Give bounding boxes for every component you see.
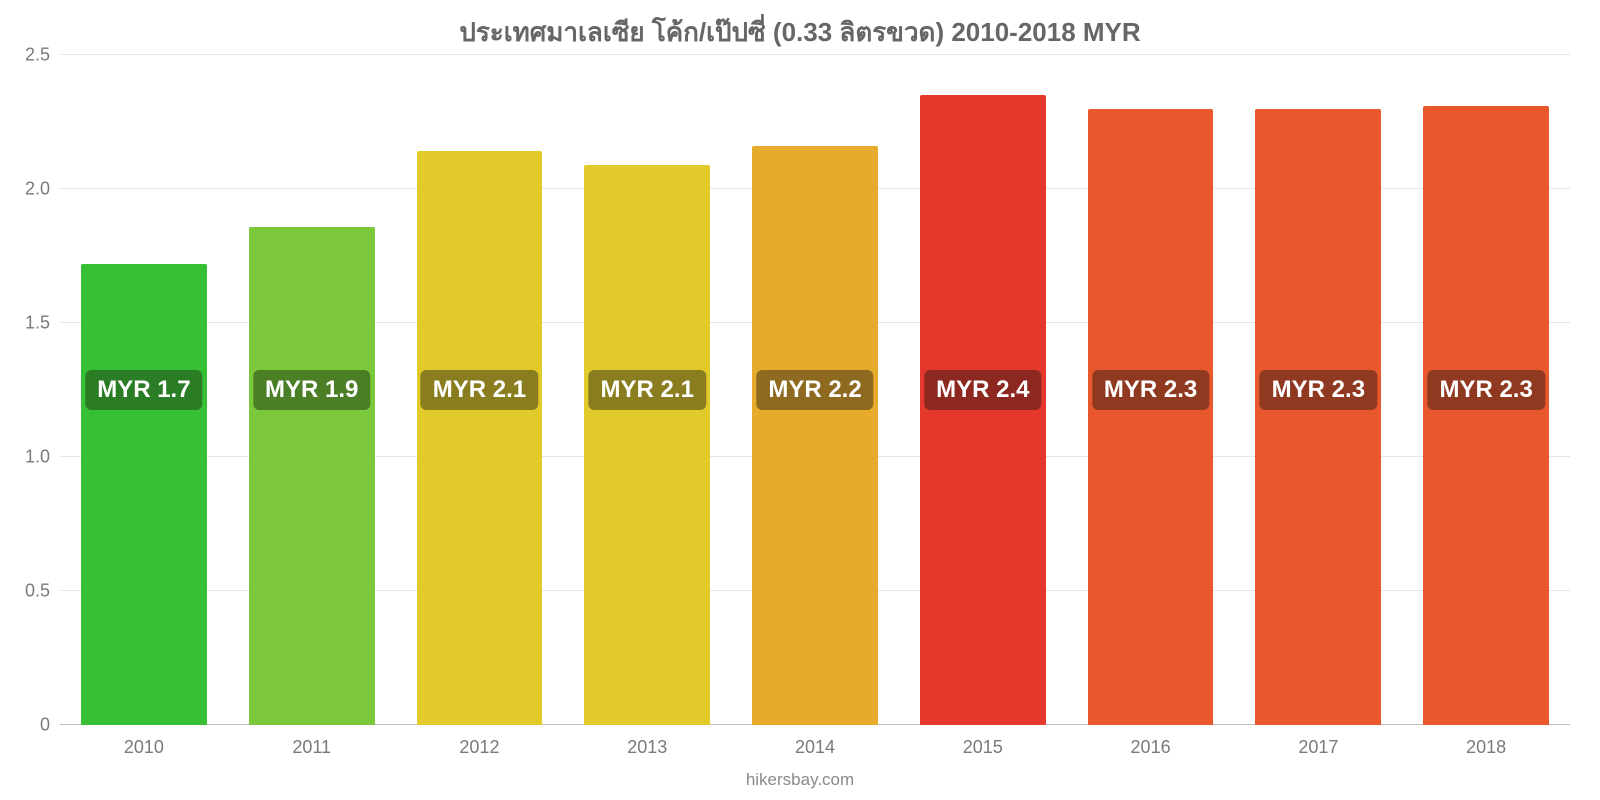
source-label: hikersbay.com [0, 770, 1600, 790]
x-tick-label: 2017 [1234, 737, 1402, 758]
bar [920, 95, 1046, 725]
y-tick-label: 1.5 [25, 313, 50, 334]
bar [1255, 109, 1381, 725]
bar-slot: MYR 1.7 [60, 55, 228, 725]
bar [584, 165, 710, 725]
y-tick-label: 1.0 [25, 447, 50, 468]
bar-slot: MYR 2.3 [1402, 55, 1570, 725]
bar-value-label: MYR 1.9 [253, 370, 370, 410]
x-axis-labels: 201020112012201320142015201620172018 [60, 737, 1570, 758]
bar-slot: MYR 2.2 [731, 55, 899, 725]
bar [1088, 109, 1214, 725]
bar-value-label: MYR 2.4 [924, 370, 1041, 410]
bar-value-label: MYR 2.2 [756, 370, 873, 410]
bar-slot: MYR 2.3 [1067, 55, 1235, 725]
bars-container: MYR 1.7 MYR 1.9 MYR 2.1 MYR 2.1 MYR 2.2 MYR 2… [60, 55, 1570, 725]
x-tick-label: 2016 [1067, 737, 1235, 758]
bar-slot: MYR 2.4 [899, 55, 1067, 725]
bar-value-label: MYR 2.1 [589, 370, 706, 410]
bar-value-label: MYR 2.3 [1092, 370, 1209, 410]
x-tick-label: 2012 [396, 737, 564, 758]
x-tick-label: 2013 [563, 737, 731, 758]
bar-slot: MYR 2.1 [563, 55, 731, 725]
plot-area: 00.51.01.52.02.5 MYR 1.7MYR 1.9MYR 2.1MY… [60, 55, 1570, 725]
bar-chart: ประเทศมาเลเซีย โค้ก/เป๊ปซี่ (0.33 ลิตรขว… [0, 0, 1600, 800]
bar-slot: MYR 2.3 [1234, 55, 1402, 725]
y-tick-label: 0.5 [25, 581, 50, 602]
bar-value-label: MYR 1.7 [85, 370, 202, 410]
bar-value-label: MYR 2.1 [421, 370, 538, 410]
bar [249, 227, 375, 725]
bar-value-label: MYR 2.3 [1260, 370, 1377, 410]
bar-value-label: MYR 2.3 [1427, 370, 1544, 410]
bar [752, 146, 878, 725]
x-tick-label: 2011 [228, 737, 396, 758]
bar-slot: MYR 2.1 [396, 55, 564, 725]
y-tick-label: 2.0 [25, 179, 50, 200]
y-tick-label: 2.5 [25, 45, 50, 66]
bar [81, 264, 207, 725]
x-tick-label: 2015 [899, 737, 1067, 758]
bar [1423, 106, 1549, 725]
bar-slot: MYR 1.9 [228, 55, 396, 725]
x-tick-label: 2010 [60, 737, 228, 758]
chart-title: ประเทศมาเลเซีย โค้ก/เป๊ปซี่ (0.33 ลิตรขว… [0, 12, 1600, 53]
x-tick-label: 2018 [1402, 737, 1570, 758]
x-tick-label: 2014 [731, 737, 899, 758]
y-tick-label: 0 [40, 715, 50, 736]
bar [417, 151, 543, 725]
